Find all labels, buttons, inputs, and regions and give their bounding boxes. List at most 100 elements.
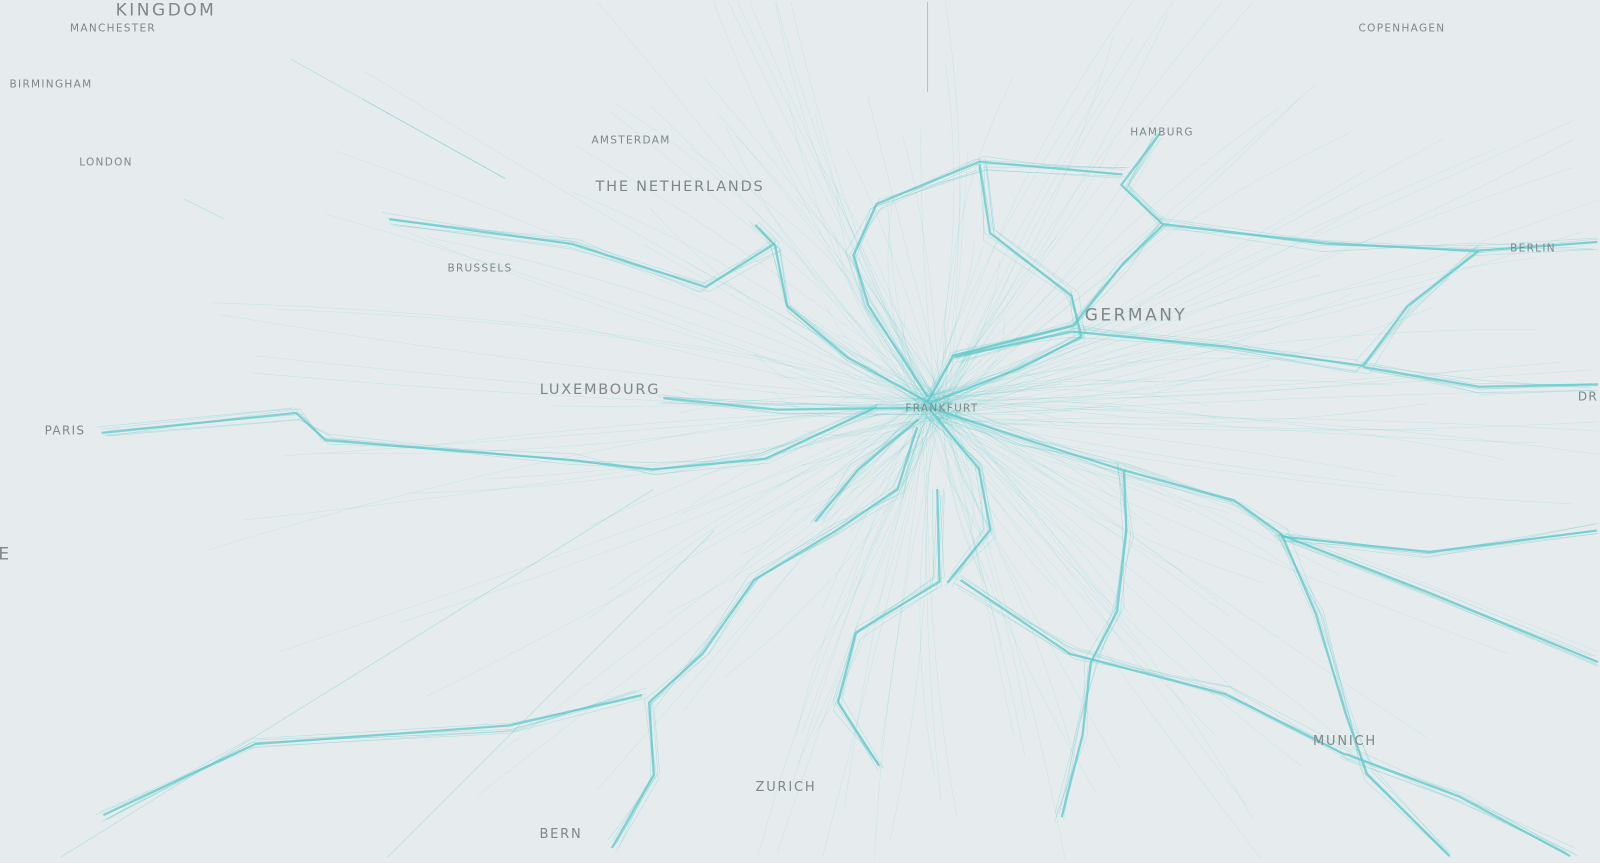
country-label-netherlands: THE NETHERLANDS	[595, 178, 765, 195]
route-strand	[932, 414, 989, 540]
route-strand	[960, 574, 1345, 756]
route-strand	[941, 403, 1427, 425]
route-strand	[1276, 523, 1595, 559]
route-strand	[1340, 757, 1568, 855]
route-strand	[801, 413, 928, 734]
route-strand	[929, 278, 1451, 405]
route-strand	[943, 400, 1162, 535]
city-label-amsterdam: AMSTERDAM	[591, 134, 671, 147]
route-strand	[279, 409, 947, 652]
route-strand	[932, 422, 1183, 572]
route-strand	[931, 37, 1134, 398]
route-strand	[486, 417, 941, 480]
route-strand	[650, 106, 928, 408]
route-strand	[834, 231, 941, 399]
route-strand	[938, 329, 1266, 421]
route-strand	[797, 405, 936, 765]
route-strand	[942, 132, 1350, 413]
route-strand	[596, 421, 927, 791]
route-strand	[920, 393, 1599, 652]
route-strand	[801, 402, 933, 466]
route-strand	[614, 429, 919, 846]
route-strand	[941, 1, 1223, 407]
route-strand	[936, 418, 1058, 590]
major-route	[1345, 752, 1571, 858]
route-strand	[927, 402, 1262, 860]
route-strand	[921, 411, 1384, 486]
route-strand	[702, 408, 936, 476]
route-strand	[931, 292, 1353, 412]
route-strand	[957, 587, 1344, 756]
route-strand	[107, 691, 639, 820]
route-strand	[926, 408, 942, 801]
route-strand	[899, 320, 942, 415]
route-strand	[821, 412, 925, 611]
route-strand	[953, 576, 1350, 760]
route-strand	[597, 1, 931, 421]
major-route	[852, 160, 1123, 398]
route-strand	[944, 257, 1536, 421]
city-label-manchester: MANCHESTER	[70, 22, 156, 35]
route-strand	[499, 422, 939, 754]
route-strand	[705, 383, 945, 400]
route-strand	[943, 404, 1341, 576]
major-route	[101, 406, 878, 471]
route-strand	[946, 403, 1049, 477]
route-strand	[939, 384, 1068, 409]
route-strand	[927, 394, 1229, 513]
route-strand	[764, 397, 930, 516]
route-strand	[100, 696, 643, 823]
route-strand	[701, 399, 922, 545]
route-strand	[939, 237, 1057, 411]
route-strand	[943, 413, 1374, 764]
route-strand	[615, 421, 925, 853]
route-strand	[1063, 462, 1125, 820]
route-strand	[785, 369, 923, 416]
route-strand	[775, 1, 941, 421]
route-strand	[769, 129, 950, 400]
route-strand	[943, 1, 1133, 396]
major-route	[1278, 533, 1599, 664]
route-strand	[923, 402, 1598, 455]
route-strand	[950, 246, 1598, 366]
route-strand	[409, 413, 940, 494]
route-strand	[938, 407, 1141, 647]
route-strand	[928, 307, 1432, 415]
country-label-germany: GERMANY	[1084, 305, 1188, 326]
route-strand	[943, 396, 1066, 859]
route-strand	[921, 365, 1271, 401]
route-strand	[919, 377, 1166, 395]
country-label-france-partial: E	[0, 544, 12, 565]
route-strand	[183, 198, 225, 220]
route-strand	[725, 126, 933, 411]
route-strand	[925, 378, 1126, 413]
route-strand	[813, 411, 921, 519]
route-strand	[1275, 535, 1593, 657]
route-strand	[815, 405, 928, 733]
route-strand	[822, 422, 931, 857]
route-strand	[399, 408, 946, 450]
route-strand	[930, 417, 1598, 431]
route-strand	[363, 70, 939, 400]
route-strand	[938, 148, 1496, 400]
route-strand	[648, 206, 937, 411]
route-strand	[922, 400, 1443, 852]
country-label-luxembourg: LUXEMBOURG	[539, 381, 661, 398]
route-strand	[941, 199, 1599, 405]
route-strand	[920, 412, 1027, 501]
route-strand	[941, 391, 1504, 417]
route-strand	[934, 417, 1508, 654]
route-strand	[944, 308, 949, 422]
major-route	[959, 579, 1347, 756]
major-route	[610, 426, 919, 849]
route-strand	[1351, 757, 1568, 854]
route-strand	[666, 404, 945, 614]
route-strand	[575, 145, 937, 399]
route-strand	[935, 346, 1185, 398]
route-strand	[926, 399, 1041, 510]
city-label-birmingham: BIRMINGHAM	[9, 78, 93, 91]
major-route	[663, 397, 923, 411]
major-routes	[101, 133, 1599, 858]
route-strand	[921, 360, 983, 411]
